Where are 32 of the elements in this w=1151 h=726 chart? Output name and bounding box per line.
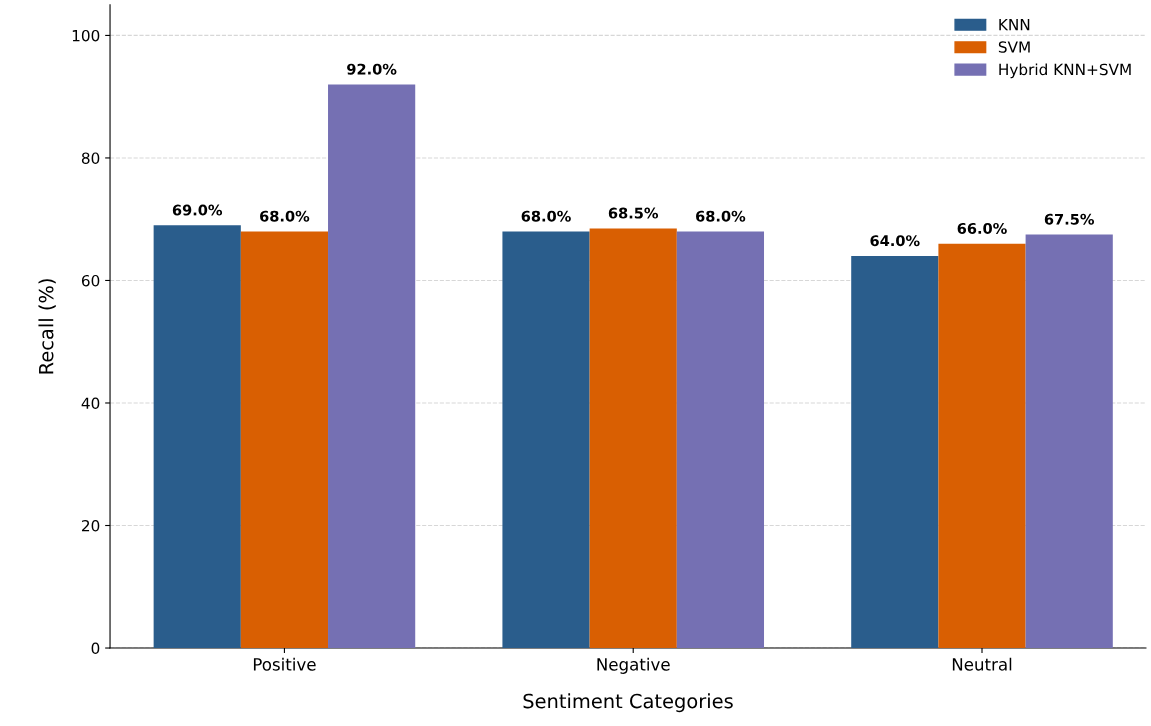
y-tick-label: 0 xyxy=(91,642,100,655)
bar xyxy=(851,255,939,649)
y-tick-label: 40 xyxy=(81,397,100,410)
bar xyxy=(328,84,416,649)
data-label: 68.0% xyxy=(260,210,310,222)
data-label: 68.0% xyxy=(521,210,571,222)
bar xyxy=(1025,234,1113,649)
y-axis-title: Recall (%) xyxy=(38,279,56,374)
x-axis-title: Sentiment Categories xyxy=(523,693,733,713)
data-label: 92.0% xyxy=(347,63,397,75)
legend-label: SVM xyxy=(998,41,1030,53)
x-tick-label: Negative xyxy=(597,657,670,674)
y-tick-label: 60 xyxy=(81,274,100,287)
data-label: 67.5% xyxy=(1044,213,1095,225)
y-tick-label: 80 xyxy=(81,152,100,164)
bar xyxy=(502,231,590,649)
bar xyxy=(589,228,677,649)
data-label: 66.0% xyxy=(957,222,1007,234)
legend-label: Hybrid KNN+SVM xyxy=(999,63,1131,79)
legend-label: KNN xyxy=(999,19,1030,31)
y-tick-label: 100 xyxy=(72,29,100,42)
data-label: 69.0% xyxy=(172,204,223,216)
y-tick-label: 20 xyxy=(81,519,100,532)
bar xyxy=(938,243,1026,649)
data-label: 64.0% xyxy=(870,235,920,247)
data-label: 68.0% xyxy=(696,210,746,222)
data-label: 68.5% xyxy=(608,207,659,219)
bar xyxy=(153,225,241,649)
x-tick-label: Positive xyxy=(253,657,316,671)
bar xyxy=(240,231,329,649)
bar xyxy=(676,231,765,649)
x-tick-label: Neutral xyxy=(952,657,1012,671)
